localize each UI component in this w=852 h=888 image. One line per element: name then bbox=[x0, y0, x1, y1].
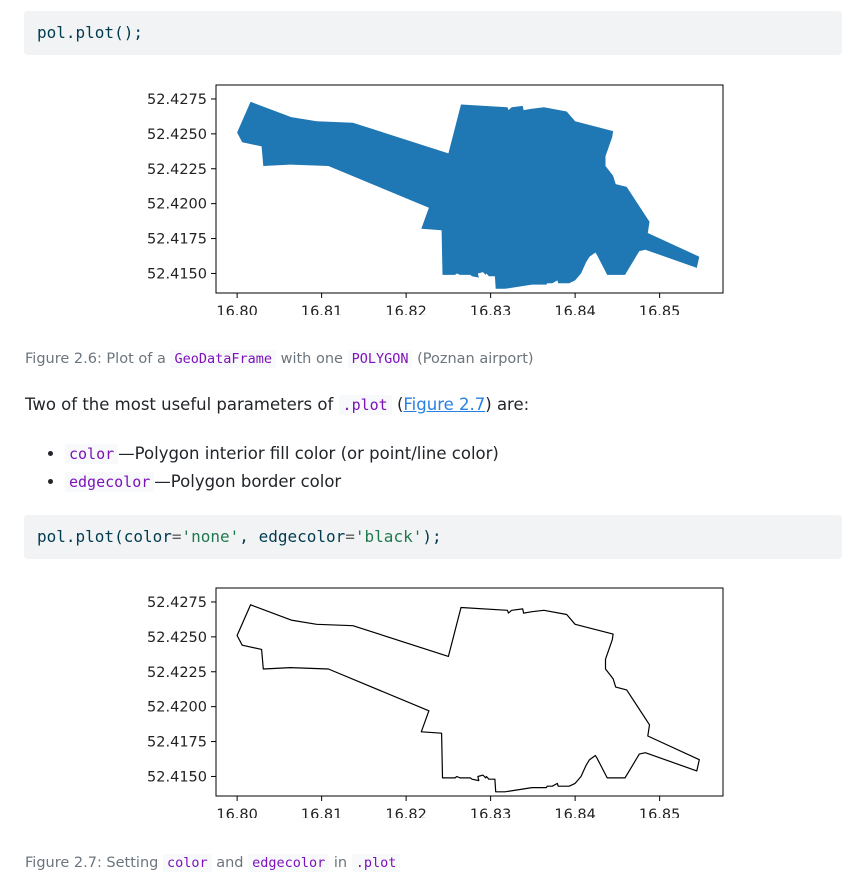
x-tick-label: 16.84 bbox=[554, 807, 596, 818]
caption-code-color: color bbox=[162, 854, 212, 872]
code-token: 'none' bbox=[181, 527, 240, 546]
y-tick-label: 52.4150 bbox=[147, 769, 207, 785]
y-tick-label: 52.4250 bbox=[147, 630, 207, 646]
y-tick-label: 52.4250 bbox=[147, 127, 207, 143]
x-tick-label: 16.81 bbox=[301, 304, 343, 315]
figure-link[interactable]: Figure 2.7 bbox=[403, 395, 486, 414]
x-tick-label: 16.85 bbox=[639, 304, 681, 315]
x-tick-label: 16.84 bbox=[554, 304, 596, 315]
axes-frame bbox=[215, 587, 724, 797]
caption-code-geodataframe: GeoDataFrame bbox=[170, 350, 276, 368]
code-token: pol.plot(); bbox=[37, 23, 143, 42]
x-tick-label: 16.80 bbox=[216, 304, 258, 315]
code-block-plot-edgecolor[interactable]: pol.plot(color='none', edgecolor='black'… bbox=[24, 515, 842, 559]
y-tick-label: 52.4175 bbox=[147, 232, 207, 248]
y-tick-label: 52.4225 bbox=[147, 665, 207, 681]
y-tick-label: 52.4150 bbox=[147, 266, 207, 282]
body-paragraph: Two of the most useful parameters of .pl… bbox=[25, 395, 530, 415]
figure-caption-2-7: Figure 2.7: Setting color and edgecolor … bbox=[25, 854, 401, 872]
code-token: = bbox=[171, 527, 182, 546]
y-tick-label: 52.4275 bbox=[147, 595, 207, 611]
list-item: edgecolor—Polygon border color bbox=[65, 468, 499, 496]
inline-code-color: color bbox=[65, 444, 119, 464]
parameter-list: color—Polygon interior fill color (or po… bbox=[25, 440, 499, 496]
x-tick-label: 16.82 bbox=[385, 304, 427, 315]
x-tick-label: 16.82 bbox=[385, 807, 427, 818]
code-token: 'black' bbox=[354, 527, 423, 546]
code-block-plot[interactable]: pol.plot(); bbox=[24, 11, 842, 55]
x-tick-label: 16.83 bbox=[470, 304, 512, 315]
x-tick-label: 16.83 bbox=[470, 807, 512, 818]
list-item: color—Polygon interior fill color (or po… bbox=[65, 440, 499, 468]
y-tick-label: 52.4175 bbox=[147, 735, 207, 751]
code-token: pol.plot(color bbox=[37, 527, 172, 546]
y-tick-label: 52.4200 bbox=[147, 197, 207, 213]
axes-frame bbox=[215, 84, 724, 294]
code-token: = bbox=[345, 527, 355, 546]
inline-code-plot: .plot bbox=[338, 395, 392, 415]
x-tick-label: 16.80 bbox=[216, 807, 258, 818]
inline-code-edgecolor: edgecolor bbox=[65, 472, 155, 492]
y-tick-label: 52.4200 bbox=[147, 700, 207, 716]
caption-code-polygon: POLYGON bbox=[347, 350, 413, 368]
caption-code-plot: .plot bbox=[351, 854, 401, 872]
figure-caption-2-6: Figure 2.6: Plot of a GeoDataFrame with … bbox=[25, 350, 534, 368]
y-tick-label: 52.4225 bbox=[147, 162, 207, 178]
x-tick-label: 16.85 bbox=[639, 807, 681, 818]
polygon-plot-outline: 16.80 16.81 16.82 16.83 16.84 16.85 52.4275 52.… bbox=[147, 587, 724, 818]
caption-code-edgecolor: edgecolor bbox=[248, 854, 330, 872]
x-tick-label: 16.81 bbox=[301, 807, 343, 818]
y-tick-label: 52.4275 bbox=[147, 92, 207, 108]
code-token: , edgecolor bbox=[239, 527, 346, 546]
airport-polygon bbox=[236, 604, 700, 793]
airport-polygon bbox=[237, 101, 700, 289]
polygon-plot-filled: 16.80 16.81 16.82 16.83 16.84 16.85 52.4275 52.… bbox=[147, 84, 724, 315]
code-token: ); bbox=[422, 527, 442, 546]
